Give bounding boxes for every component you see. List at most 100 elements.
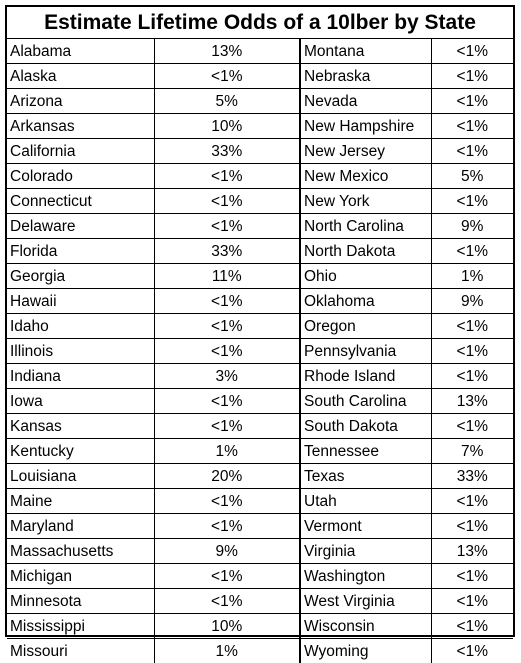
odds-cell: 10% (154, 614, 300, 639)
state-cell: California (7, 139, 154, 164)
state-cell: Utah (300, 489, 431, 514)
odds-cell: <1% (431, 39, 513, 64)
table-row: Idaho<1%Oregon<1% (7, 314, 513, 339)
state-cell: Ohio (300, 264, 431, 289)
state-cell: Louisiana (7, 464, 154, 489)
state-cell: Arizona (7, 89, 154, 114)
state-cell: Kansas (7, 414, 154, 439)
odds-cell: <1% (431, 339, 513, 364)
odds-cell: 5% (154, 89, 300, 114)
state-cell: South Carolina (300, 389, 431, 414)
odds-cell: <1% (154, 414, 300, 439)
state-cell: Maine (7, 489, 154, 514)
odds-cell: 7% (431, 439, 513, 464)
odds-cell: <1% (154, 164, 300, 189)
odds-cell: <1% (431, 364, 513, 389)
odds-cell: <1% (154, 389, 300, 414)
state-cell: South Dakota (300, 414, 431, 439)
state-cell: Florida (7, 239, 154, 264)
state-cell: Virginia (300, 539, 431, 564)
odds-cell: 13% (431, 539, 513, 564)
state-cell: Oregon (300, 314, 431, 339)
state-cell: Wyoming (300, 639, 431, 663)
odds-cell: <1% (154, 314, 300, 339)
odds-cell: 5% (431, 164, 513, 189)
state-cell: Delaware (7, 214, 154, 239)
odds-cell: 33% (154, 139, 300, 164)
state-cell: Mississippi (7, 614, 154, 639)
odds-cell: <1% (431, 514, 513, 539)
odds-cell: 1% (154, 439, 300, 464)
state-cell: Vermont (300, 514, 431, 539)
state-cell: Georgia (7, 264, 154, 289)
odds-cell: <1% (154, 589, 300, 614)
odds-cell: 10% (154, 114, 300, 139)
odds-cell: 13% (154, 39, 300, 64)
odds-cell: <1% (154, 514, 300, 539)
odds-cell: <1% (154, 214, 300, 239)
odds-cell: 3% (154, 364, 300, 389)
odds-cell: 1% (154, 639, 300, 663)
state-cell: Hawaii (7, 289, 154, 314)
state-cell: Connecticut (7, 189, 154, 214)
table-row: Kansas<1%South Dakota<1% (7, 414, 513, 439)
table-row: Connecticut<1%New York<1% (7, 189, 513, 214)
odds-cell: <1% (154, 189, 300, 214)
odds-cell: 33% (154, 239, 300, 264)
table-row: Michigan<1%Washington<1% (7, 564, 513, 589)
table-row: Maine<1%Utah<1% (7, 489, 513, 514)
state-cell: Nebraska (300, 64, 431, 89)
odds-cell: 11% (154, 264, 300, 289)
table-row: Maryland<1%Vermont<1% (7, 514, 513, 539)
state-cell: Arkansas (7, 114, 154, 139)
odds-cell: <1% (154, 289, 300, 314)
state-cell: Colorado (7, 164, 154, 189)
state-cell: Indiana (7, 364, 154, 389)
state-cell: Missouri (7, 639, 154, 663)
odds-cell: 9% (154, 539, 300, 564)
state-cell: Minnesota (7, 589, 154, 614)
state-cell: Massachusetts (7, 539, 154, 564)
state-cell: Montana (300, 39, 431, 64)
state-cell: Texas (300, 464, 431, 489)
state-cell: Michigan (7, 564, 154, 589)
state-cell: Alabama (7, 39, 154, 64)
state-cell: Maryland (7, 514, 154, 539)
odds-cell: <1% (154, 339, 300, 364)
odds-cell: <1% (431, 239, 513, 264)
odds-cell: <1% (431, 414, 513, 439)
state-cell: Wisconsin (300, 614, 431, 639)
odds-cell: <1% (431, 64, 513, 89)
odds-cell: <1% (154, 489, 300, 514)
odds-cell: <1% (431, 489, 513, 514)
odds-cell: <1% (431, 314, 513, 339)
state-cell: New Hampshire (300, 114, 431, 139)
state-cell: West Virginia (300, 589, 431, 614)
odds-cell: <1% (154, 64, 300, 89)
state-cell: New York (300, 189, 431, 214)
state-cell: New Jersey (300, 139, 431, 164)
state-cell: New Mexico (300, 164, 431, 189)
odds-cell: <1% (431, 89, 513, 114)
state-cell: North Carolina (300, 214, 431, 239)
odds-cell: <1% (431, 189, 513, 214)
state-cell: Rhode Island (300, 364, 431, 389)
state-cell: Tennessee (300, 439, 431, 464)
odds-cell: <1% (431, 614, 513, 639)
odds-cell: 20% (154, 464, 300, 489)
state-cell: Kentucky (7, 439, 154, 464)
table-row: Alaska<1%Nebraska<1% (7, 64, 513, 89)
odds-cell: 33% (431, 464, 513, 489)
